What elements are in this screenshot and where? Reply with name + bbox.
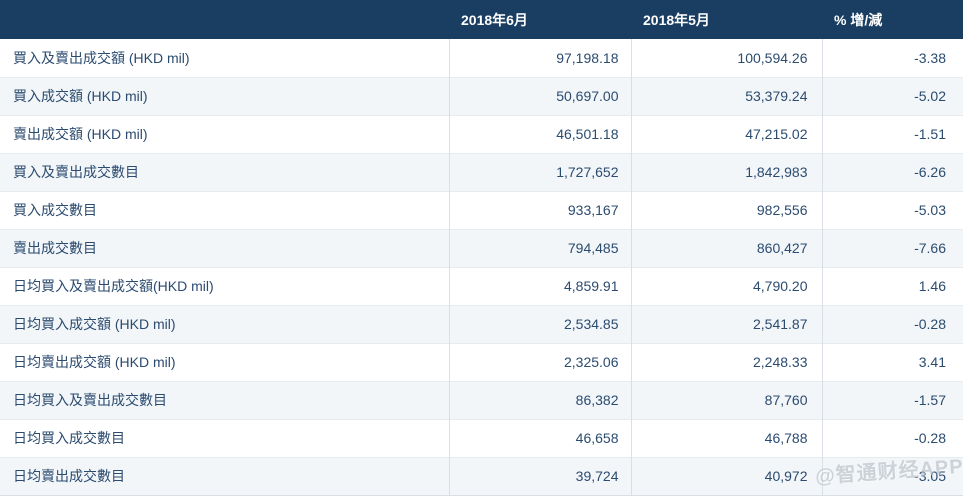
row-label: 賣出成交額 (HKD mil) — [0, 114, 449, 153]
row-label: 賣出成交數目 — [0, 228, 449, 267]
table-row: 日均賣出成交額 (HKD mil) 2,325.06 2,248.33 3.41 — [0, 342, 963, 381]
table-row: 日均賣出成交數目 39,724 40,972 -3.05 — [0, 456, 963, 495]
row-label: 日均買入成交額 (HKD mil) — [0, 304, 449, 343]
row-label: 日均賣出成交數目 — [0, 456, 449, 495]
row-label: 買入及賣出成交數目 — [0, 152, 449, 191]
row-value-pct-change: -7.66 — [821, 228, 963, 267]
table-row: 買入及賣出成交額 (HKD mil) 97,198.18 100,594.26 … — [0, 39, 963, 77]
table-header: 2018年6月 2018年5月 % 增/減 — [0, 0, 963, 39]
row-value-jun: 50,697.00 — [448, 76, 631, 115]
row-label: 買入及賣出成交額 (HKD mil) — [0, 39, 449, 77]
row-value-jun: 46,501.18 — [448, 114, 631, 153]
row-value-pct-change: -1.51 — [821, 114, 963, 153]
row-value-may: 87,760 — [630, 380, 822, 419]
row-value-may: 53,379.24 — [630, 76, 822, 115]
row-value-pct-change: -0.28 — [821, 304, 963, 343]
row-value-may: 46,788 — [630, 418, 822, 457]
row-label: 日均買入及賣出成交數目 — [0, 380, 449, 419]
row-label: 買入成交額 (HKD mil) — [0, 76, 449, 115]
table-row: 日均買入成交數目 46,658 46,788 -0.28 — [0, 418, 963, 457]
row-value-pct-change: 3.41 — [821, 342, 963, 381]
table-row: 買入成交數目 933,167 982,556 -5.03 — [0, 190, 963, 229]
row-value-jun: 2,534.85 — [448, 304, 631, 343]
header-metric — [0, 0, 449, 39]
row-label: 日均買入成交數目 — [0, 418, 449, 457]
row-value-may: 982,556 — [630, 190, 822, 229]
row-value-jun: 1,727,652 — [448, 152, 631, 191]
row-value-jun: 97,198.18 — [448, 39, 631, 77]
row-value-may: 47,215.02 — [630, 114, 822, 153]
header-jun-2018: 2018年6月 — [449, 0, 631, 39]
table-row: 買入及賣出成交數目 1,727,652 1,842,983 -6.26 — [0, 152, 963, 191]
row-value-may: 1,842,983 — [630, 152, 822, 191]
table-row: 日均買入及賣出成交額(HKD mil) 4,859.91 4,790.20 1.… — [0, 266, 963, 305]
row-value-pct-change: 1.46 — [821, 266, 963, 305]
row-value-pct-change: -3.38 — [821, 39, 963, 77]
row-value-pct-change: -0.28 — [821, 418, 963, 457]
row-value-jun: 46,658 — [448, 418, 631, 457]
row-value-jun: 933,167 — [448, 190, 631, 229]
row-label: 日均買入及賣出成交額(HKD mil) — [0, 266, 449, 305]
table-body: 買入及賣出成交額 (HKD mil) 97,198.18 100,594.26 … — [0, 39, 963, 495]
table-row: 買入成交額 (HKD mil) 50,697.00 53,379.24 -5.0… — [0, 76, 963, 115]
row-value-pct-change: -3.05 — [821, 456, 963, 495]
header-may-2018: 2018年5月 — [631, 0, 822, 39]
row-value-jun: 86,382 — [448, 380, 631, 419]
row-value-may: 2,248.33 — [630, 342, 822, 381]
row-value-pct-change: -5.03 — [821, 190, 963, 229]
row-label: 買入成交數目 — [0, 190, 449, 229]
row-value-jun: 794,485 — [448, 228, 631, 267]
table-row: 日均買入及賣出成交數目 86,382 87,760 -1.57 — [0, 380, 963, 419]
header-pct-change: % 增/減 — [822, 0, 963, 39]
row-value-jun: 4,859.91 — [448, 266, 631, 305]
table-row: 賣出成交數目 794,485 860,427 -7.66 — [0, 228, 963, 267]
header-row: 2018年6月 2018年5月 % 增/減 — [0, 0, 963, 39]
row-value-jun: 2,325.06 — [448, 342, 631, 381]
row-value-pct-change: -6.26 — [821, 152, 963, 191]
row-value-may: 100,594.26 — [630, 39, 822, 77]
row-value-may: 2,541.87 — [630, 304, 822, 343]
row-label: 日均賣出成交額 (HKD mil) — [0, 342, 449, 381]
table-row: 賣出成交額 (HKD mil) 46,501.18 47,215.02 -1.5… — [0, 114, 963, 153]
row-value-pct-change: -5.02 — [821, 76, 963, 115]
row-value-may: 40,972 — [630, 456, 822, 495]
table-row: 日均買入成交額 (HKD mil) 2,534.85 2,541.87 -0.2… — [0, 304, 963, 343]
row-value-jun: 39,724 — [448, 456, 631, 495]
row-value-may: 4,790.20 — [630, 266, 822, 305]
row-value-pct-change: -1.57 — [821, 380, 963, 419]
row-value-may: 860,427 — [630, 228, 822, 267]
